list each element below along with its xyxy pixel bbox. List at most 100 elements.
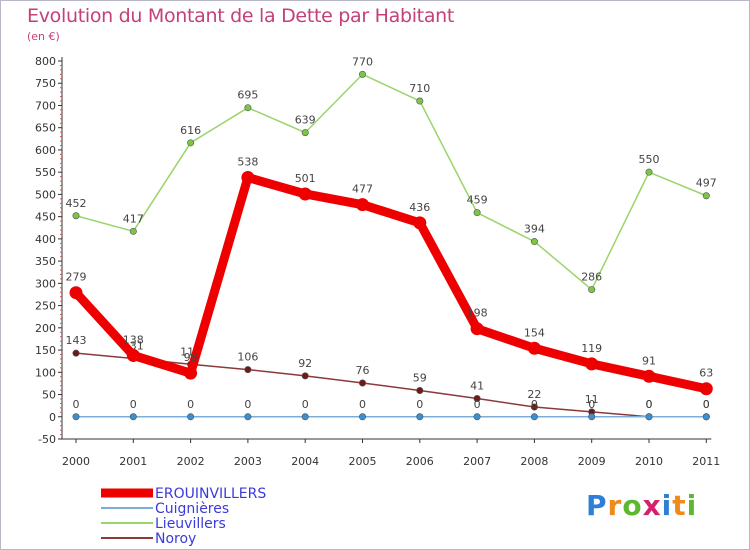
data-point-lieuvillers — [473, 209, 481, 217]
data-label-noroy: 0 — [703, 398, 710, 411]
x-tick-label: 2003 — [234, 455, 262, 468]
data-label-cuigni-res: 0 — [244, 398, 251, 411]
data-label-noroy: 0 — [646, 398, 653, 411]
legend-label-cuigni-res: Cuignières — [155, 501, 229, 517]
data-label-cuigni-res: 0 — [73, 398, 80, 411]
data-label-erouinvillers: 138 — [123, 333, 144, 346]
data-label-noroy: 59 — [413, 372, 427, 385]
data-label-cuigni-res: 0 — [359, 398, 366, 411]
data-label-lieuvillers: 770 — [352, 55, 373, 68]
data-label-erouinvillers: 98 — [184, 351, 198, 364]
data-point-cuigni-res — [588, 413, 596, 421]
data-label-erouinvillers: 538 — [237, 156, 258, 169]
series-line-erouinvillers — [72, 173, 708, 394]
x-tick-label: 2007 — [463, 455, 491, 468]
data-label-erouinvillers: 501 — [295, 172, 316, 185]
y-tick-label: 100 — [35, 366, 56, 379]
data-point-erouinvillers — [470, 322, 484, 336]
data-label-noroy: 106 — [237, 351, 258, 364]
data-point-lieuvillers — [72, 212, 80, 220]
data-point-cuigni-res — [244, 413, 252, 421]
x-tick-label: 2009 — [578, 455, 606, 468]
data-point-cuigni-res — [473, 413, 481, 421]
y-tick-label: 0 — [49, 411, 56, 424]
data-point-erouinvillers — [298, 187, 312, 201]
data-point-erouinvillers — [184, 366, 198, 380]
y-tick-label: 750 — [35, 77, 56, 90]
data-point-lieuvillers — [244, 104, 252, 112]
data-point-noroy — [416, 387, 424, 395]
data-point-noroy — [301, 372, 309, 380]
data-point-lieuvillers — [702, 192, 710, 200]
x-tick-label: 2006 — [406, 455, 434, 468]
data-point-erouinvillers — [699, 382, 713, 396]
data-label-lieuvillers: 550 — [639, 153, 660, 166]
y-tick-label: 50 — [42, 389, 56, 402]
y-tick-label: 650 — [35, 122, 56, 135]
data-point-noroy — [244, 366, 252, 374]
data-point-lieuvillers — [416, 97, 424, 105]
data-label-erouinvillers: 436 — [409, 201, 430, 214]
data-label-noroy: 22 — [527, 388, 541, 401]
data-point-cuigni-res — [72, 413, 80, 421]
data-point-erouinvillers — [241, 171, 255, 185]
data-point-noroy — [72, 349, 80, 357]
data-label-erouinvillers: 279 — [66, 271, 87, 284]
data-label-lieuvillers: 695 — [237, 89, 258, 102]
data-point-erouinvillers — [527, 341, 541, 355]
legend-label-noroy: Noroy — [155, 531, 196, 547]
x-tick-label: 2010 — [635, 455, 663, 468]
data-label-cuigni-res: 0 — [130, 398, 137, 411]
data-point-erouinvillers — [585, 357, 599, 371]
y-tick-label: 350 — [35, 255, 56, 268]
x-tick-label: 2001 — [119, 455, 147, 468]
legend-label-lieuvillers: Lieuvillers — [155, 516, 226, 532]
data-label-lieuvillers: 394 — [524, 223, 545, 236]
x-tick-label: 2004 — [291, 455, 319, 468]
data-point-noroy — [473, 395, 481, 403]
y-tick-label: 550 — [35, 166, 56, 179]
data-label-erouinvillers: 119 — [581, 342, 602, 355]
logo-letter: r — [607, 489, 623, 522]
logo-letter: o — [622, 489, 643, 522]
data-point-lieuvillers — [358, 70, 366, 78]
logo-letter: t — [672, 489, 687, 522]
data-label-noroy: 41 — [470, 380, 484, 393]
logo-letter: i — [686, 489, 698, 522]
y-tick-label: 300 — [35, 277, 56, 290]
data-point-erouinvillers — [642, 369, 656, 383]
data-label-erouinvillers: 63 — [699, 367, 713, 380]
data-label-erouinvillers: 91 — [642, 354, 656, 367]
proxiti-logo: Proxiti — [586, 489, 697, 522]
x-tick-label: 2011 — [692, 455, 720, 468]
data-label-cuigni-res: 0 — [474, 398, 481, 411]
data-point-cuigni-res — [358, 413, 366, 421]
data-point-noroy — [358, 379, 366, 387]
chart-title: Evolution du Montant de la Dette par Hab… — [27, 5, 455, 27]
data-point-cuigni-res — [187, 413, 195, 421]
data-point-erouinvillers — [69, 286, 83, 300]
data-point-lieuvillers — [645, 168, 653, 176]
data-label-erouinvillers: 477 — [352, 183, 373, 196]
y-tick-label: 600 — [35, 144, 56, 157]
logo-letter: P — [586, 489, 608, 522]
data-point-lieuvillers — [588, 286, 596, 294]
data-point-erouinvillers — [356, 198, 369, 212]
x-tick-label: 2002 — [177, 455, 205, 468]
data-point-erouinvillers — [126, 348, 140, 362]
data-label-noroy: 11 — [585, 393, 599, 406]
data-label-lieuvillers: 459 — [467, 194, 488, 207]
data-point-lieuvillers — [187, 139, 195, 147]
data-label-noroy: 143 — [66, 334, 87, 347]
logo-letter: x — [642, 489, 662, 522]
x-tick-label: 2005 — [349, 455, 377, 468]
data-point-cuigni-res — [129, 413, 137, 421]
data-label-erouinvillers: 198 — [467, 307, 488, 320]
data-point-cuigni-res — [645, 413, 653, 421]
data-point-lieuvillers — [129, 227, 137, 235]
data-point-erouinvillers — [413, 216, 427, 230]
data-label-erouinvillers: 154 — [524, 326, 545, 339]
chart-subtitle: (en €) — [27, 30, 60, 43]
